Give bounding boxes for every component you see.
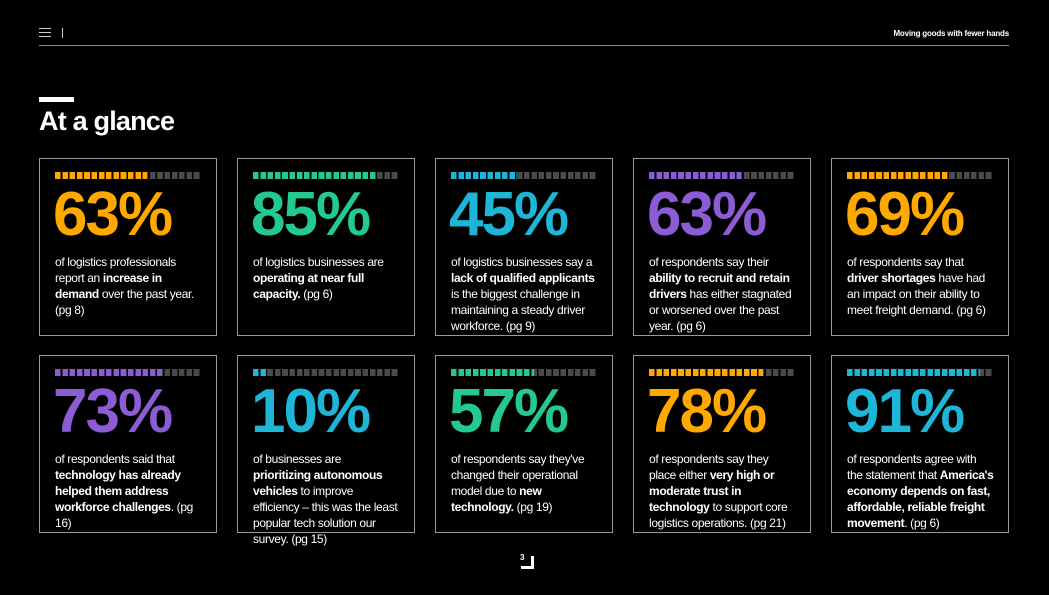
highlight-text: ability to recruit and retain drivers: [649, 271, 790, 301]
hamburger-icon[interactable]: [39, 28, 51, 38]
text-segment: over the past year. (pg 8): [55, 287, 194, 317]
text-segment: . (pg 6): [904, 516, 940, 530]
stat-value: 63%: [53, 180, 173, 249]
progress-bar: [451, 369, 597, 376]
highlight-text: driver shortages: [847, 271, 936, 285]
progress-bar: [55, 172, 201, 179]
stat-value: 69%: [845, 180, 965, 249]
progress-bar: [649, 369, 795, 376]
text-segment: has either stagnated or worsened over th…: [649, 287, 792, 333]
highlight-text: lack of qualified applicants: [451, 271, 595, 285]
text-segment: (pg 6): [300, 287, 333, 301]
progress-fill: [649, 172, 741, 179]
stat-description: of logistics professionals report an inc…: [55, 254, 202, 318]
text-segment: (pg 19): [513, 500, 553, 514]
divider: [62, 28, 63, 38]
stat-description: of respondents agree with the statement …: [847, 451, 994, 531]
stat-value: 63%: [647, 180, 767, 249]
progress-fill: [253, 369, 268, 376]
stat-card: 85% of logistics businesses are operating…: [237, 158, 415, 336]
stat-description: of logistics businesses are operating at…: [253, 254, 400, 302]
progress-bar: [253, 172, 399, 179]
highlight-text: new technology.: [451, 484, 542, 514]
page-title: At a glance: [39, 106, 175, 136]
stat-card: 57% of respondents say they've changed th…: [435, 355, 613, 533]
text-segment: have had an impact on their ability to m…: [847, 271, 986, 317]
page-number-badge: 3: [518, 553, 534, 569]
stat-value: 73%: [53, 377, 173, 446]
stats-grid: 63% of logistics professionals report an …: [39, 158, 1009, 546]
stat-description: of respondents say their ability to recr…: [649, 254, 796, 334]
text-segment: of respondents say they place either: [649, 452, 769, 482]
text-segment: is the biggest challenge in maintaining …: [451, 287, 585, 333]
text-segment: of logistics businesses say a: [451, 255, 593, 269]
stat-card: 73% of respondents said that technology h…: [39, 355, 217, 533]
stat-card: 91% of respondents agree with the stateme…: [831, 355, 1009, 533]
text-segment: of respondents say their: [649, 255, 769, 269]
document-title: Moving goods with fewer hands: [893, 29, 1009, 38]
stat-value: 78%: [647, 377, 767, 446]
stat-description: of respondents say they've changed their…: [451, 451, 598, 515]
text-segment: to improve efficiency – this was the lea…: [253, 484, 398, 546]
highlight-text: very high or moderate trust in technolog…: [649, 468, 775, 514]
stat-card: 63% of logistics professionals report an …: [39, 158, 217, 336]
progress-fill: [847, 172, 948, 179]
progress-fill: [451, 172, 517, 179]
text-segment: of logistics professionals report an: [55, 255, 176, 285]
highlight-text: prioritizing autonomous vehicles: [253, 468, 383, 498]
progress-bar: [649, 172, 795, 179]
stat-description: of businesses are prioritizing autonomou…: [253, 451, 400, 547]
highlight-text: operating at near full capacity.: [253, 271, 364, 301]
stat-description: of logistics businesses say a lack of qu…: [451, 254, 598, 334]
progress-fill: [649, 369, 763, 376]
progress-fill: [451, 369, 535, 376]
stat-value: 85%: [251, 180, 371, 249]
text-segment: of respondents agree with the statement …: [847, 452, 977, 482]
text-segment: of respondents say that: [847, 255, 964, 269]
stat-card: 78% of respondents say they place either …: [633, 355, 811, 533]
highlight-text: increase in demand: [55, 271, 162, 301]
progress-bar: [55, 369, 201, 376]
stat-card: 63% of respondents say their ability to r…: [633, 158, 811, 336]
text-segment: of respondents say they've changed their…: [451, 452, 585, 498]
title-rule: [39, 97, 74, 102]
stat-card: 69% of respondents say that driver shorta…: [831, 158, 1009, 336]
text-segment: of respondents said that: [55, 452, 175, 466]
stat-value: 45%: [449, 180, 569, 249]
text-segment: to support core logistics operations. (p…: [649, 500, 788, 530]
stat-card: 10% of businesses are prioritizing autono…: [237, 355, 415, 546]
text-segment: . (pg 16): [55, 500, 193, 530]
progress-fill: [55, 369, 162, 376]
progress-bar: [451, 172, 597, 179]
highlight-text: America's economy depends on fast, affor…: [847, 468, 994, 530]
text-segment: of logistics businesses are: [253, 255, 384, 269]
progress-bar: [847, 369, 993, 376]
highlight-text: technology has already helped them addre…: [55, 468, 181, 514]
progress-bar: [847, 172, 993, 179]
page-number: 3: [520, 553, 525, 562]
text-segment: of businesses are: [253, 452, 342, 466]
top-bar: Moving goods with fewer hands: [39, 26, 1009, 46]
stat-description: of respondents say that driver shortages…: [847, 254, 994, 318]
stat-value: 91%: [845, 377, 965, 446]
progress-fill: [847, 369, 980, 376]
stat-description: of respondents said that technology has …: [55, 451, 202, 531]
stat-card: 45% of logistics businesses say a lack of…: [435, 158, 613, 336]
progress-fill: [253, 172, 378, 179]
stat-value: 10%: [251, 377, 371, 446]
progress-bar: [253, 369, 399, 376]
stat-value: 57%: [449, 377, 569, 446]
stat-description: of respondents say they place either ver…: [649, 451, 796, 531]
progress-fill: [55, 172, 147, 179]
